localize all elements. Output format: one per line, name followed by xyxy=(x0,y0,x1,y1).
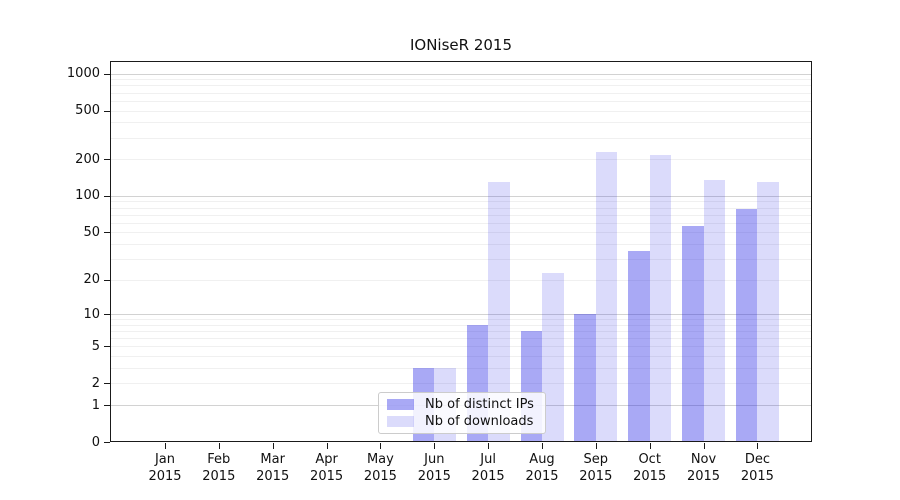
y-tick-label: 100 xyxy=(75,188,100,204)
gridline-minor xyxy=(110,122,812,124)
y-tick xyxy=(104,73,110,75)
y-tick-label: 1 xyxy=(91,397,100,413)
y-tick xyxy=(104,159,110,161)
bar-dec-2015-nb-of-distinct-ips xyxy=(735,209,758,442)
x-tick-label-jan-2015: Jan 2015 xyxy=(148,452,182,484)
bar-nov-2015-nb-of-downloads xyxy=(703,180,725,442)
y-tick xyxy=(104,314,110,316)
y-tick xyxy=(104,232,110,234)
x-tick xyxy=(595,443,597,449)
x-tick-label-aug-2015: Aug 2015 xyxy=(525,452,559,484)
legend-swatch-downloads xyxy=(387,416,414,427)
bar-oct-2015-nb-of-distinct-ips xyxy=(628,250,650,442)
y-tick-label: 10 xyxy=(83,306,100,322)
x-tick-label-sep-2015: Sep 2015 xyxy=(579,452,613,484)
y-tick-label: 1000 xyxy=(66,66,100,81)
x-tick-label-nov-2015: Nov 2015 xyxy=(686,452,721,484)
x-tick xyxy=(272,443,274,449)
x-tick xyxy=(326,443,328,449)
x-tick xyxy=(649,443,651,449)
gridline-major xyxy=(110,73,812,75)
y-tick-label: 2 xyxy=(91,375,100,391)
x-tick xyxy=(703,443,705,449)
bar-sep-2015-nb-of-downloads xyxy=(595,151,618,442)
y-tick xyxy=(104,405,110,406)
bar-jul-2015-nb-of-downloads xyxy=(488,181,510,442)
x-tick-label-jun-2015: Jun 2015 xyxy=(417,452,451,484)
x-tick xyxy=(380,443,382,449)
x-tick-label-mar-2015: Mar 2015 xyxy=(256,452,290,484)
legend-row-distinct-ips: Nb of distinct IPs xyxy=(387,397,537,412)
x-tick xyxy=(488,443,490,449)
y-tick-label: 5 xyxy=(91,338,100,354)
x-tick-label-oct-2015: Oct 2015 xyxy=(633,452,667,484)
legend-label-distinct-ips: Nb of distinct IPs xyxy=(425,397,534,412)
y-tick xyxy=(104,442,110,443)
x-tick-label-jul-2015: Jul 2015 xyxy=(471,452,505,484)
y-tick-label: 20 xyxy=(83,272,100,288)
gridline-minor xyxy=(110,92,812,94)
legend-label-downloads: Nb of downloads xyxy=(425,414,534,429)
bar-sep-2015-nb-of-distinct-ips xyxy=(574,314,596,442)
y-tick-label: 0 xyxy=(91,434,100,450)
bar-aug-2015-nb-of-downloads xyxy=(542,272,564,442)
legend: Nb of distinct IPs Nb of downloads xyxy=(378,392,546,434)
chart-title: IONiseR 2015 xyxy=(409,36,513,54)
y-tick xyxy=(104,346,110,348)
x-tick xyxy=(542,443,543,449)
x-tick xyxy=(434,443,436,449)
gridline-minor xyxy=(110,100,812,102)
x-tick-label-may-2015: May 2015 xyxy=(363,452,397,484)
bar-dec-2015-nb-of-downloads xyxy=(757,182,779,442)
legend-row-downloads: Nb of downloads xyxy=(387,414,537,429)
y-tick xyxy=(104,383,110,385)
gridline-minor xyxy=(110,137,812,139)
y-tick xyxy=(104,195,110,197)
x-tick-label-dec-2015: Dec 2015 xyxy=(740,452,774,484)
bar-nov-2015-nb-of-distinct-ips xyxy=(682,225,704,442)
gridline-minor xyxy=(110,110,812,112)
x-tick xyxy=(218,443,220,449)
y-tick xyxy=(104,110,110,112)
legend-swatch-distinct-ips xyxy=(387,399,414,410)
gridline-minor xyxy=(110,159,812,161)
y-tick-label: 500 xyxy=(75,103,100,118)
bar-oct-2015-nb-of-downloads xyxy=(649,155,672,442)
x-tick-label-feb-2015: Feb 2015 xyxy=(202,452,236,484)
y-tick xyxy=(104,279,110,281)
x-tick xyxy=(165,443,166,449)
x-tick xyxy=(757,443,759,449)
y-tick-label: 200 xyxy=(75,151,100,167)
gridline-minor xyxy=(110,85,812,87)
gridline-minor xyxy=(110,79,812,81)
x-tick-label-apr-2015: Apr 2015 xyxy=(310,452,344,484)
y-tick-label: 50 xyxy=(83,224,100,240)
